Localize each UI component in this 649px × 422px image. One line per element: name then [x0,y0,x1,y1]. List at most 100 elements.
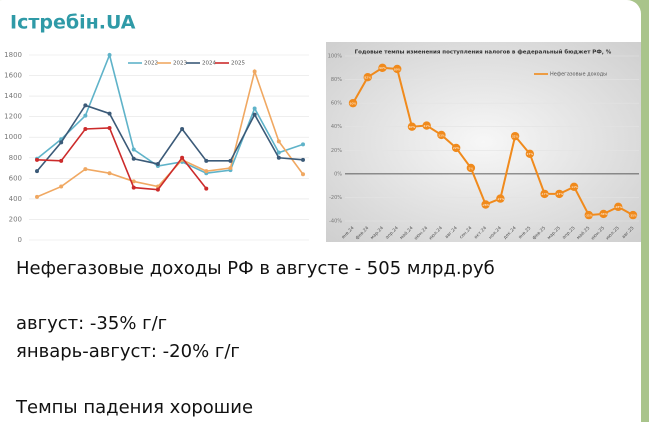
y-tick-label: 0 [18,236,22,244]
y-tick-label: 100% [328,54,343,60]
y-tick-label: 1800 [4,51,22,59]
data-label: 41% [423,124,430,128]
y-tick-label: 40% [331,124,342,130]
data-point [35,169,39,174]
data-point [276,150,281,155]
series-line [352,66,634,217]
y-tick-label: 80% [331,77,342,83]
data-label: 82% [364,76,371,80]
message-text: Нефегазовые доходы РФ в августе - 505 мл… [16,258,495,279]
message-text: Темпы падения хорошие [15,397,253,418]
y-tick-label: 1600 [4,72,22,80]
data-label: -21% [496,197,504,201]
data-label: 22% [453,146,460,150]
data-point [131,179,136,184]
data-point [301,157,305,162]
data-point [252,106,257,111]
data-point [276,139,281,144]
data-point [393,64,402,74]
legend-label: 2022 [144,61,158,67]
data-label: 17% [527,152,534,156]
data-point [540,189,549,199]
data-point [131,147,136,152]
data-label: 33% [438,133,445,137]
data-label: -34% [600,212,608,216]
y-tick-label: 60% [331,101,342,107]
data-point [107,53,112,57]
data-point [35,194,39,199]
data-point [228,158,233,163]
data-label: -35% [629,213,637,217]
data-point [204,158,209,163]
data-point [614,202,623,212]
data-point [107,171,112,176]
data-point [628,210,638,220]
data-point [496,194,505,203]
legend-label: 2025 [231,61,245,67]
data-point [252,69,257,74]
data-label: 40% [409,125,416,129]
data-point [228,166,233,171]
data-point [437,130,446,140]
data-label: -28% [614,205,622,209]
data-point [422,121,431,130]
chart-image-2[interactable] [326,42,641,242]
data-point [252,112,257,117]
data-point [451,143,461,153]
y-tick-label: -20% [329,195,342,201]
data-label: -35% [585,213,593,217]
data-label: -11% [570,185,578,189]
y-tick-label: -40% [329,219,342,225]
data-point [378,63,387,72]
data-point [569,182,579,192]
chart-title: Годовые темпы изменения поступления нало… [355,49,612,56]
y-tick-label: 1400 [4,92,22,100]
data-point [204,169,209,174]
y-tick-label: 1000 [4,133,22,141]
data-point [204,186,209,191]
y-tick-label: 200 [9,215,22,223]
data-point [180,155,185,160]
y-tick-label: 400 [9,195,22,203]
data-point [510,131,520,141]
data-point [83,103,88,108]
data-label: 32% [512,134,519,138]
chart-image-1[interactable] [0,42,318,248]
data-point [466,163,476,173]
message-text: январь-август: -20% г/г [16,341,240,362]
data-point [555,189,564,199]
data-point [599,209,608,219]
data-point [107,125,112,130]
data-point [35,157,39,162]
data-point [584,210,593,220]
message-text: август: -35% г/г [16,313,167,334]
data-point [107,111,112,116]
data-point [155,161,160,166]
y-tick-label: 20% [331,148,342,154]
data-point [481,200,490,209]
y-tick-label: 1200 [4,113,22,121]
data-label: -26% [482,203,490,207]
data-point [83,167,88,172]
data-point [131,185,136,190]
series-line [36,127,207,191]
legend-label: 2024 [202,61,216,67]
y-tick-label: 0% [334,171,342,177]
data-point [363,73,372,82]
data-point [348,98,358,108]
data-point [407,122,417,131]
data-point [525,149,535,159]
data-point [59,140,64,145]
chart-1: 0 200 400 600 800 1000 1200 1400 1600 1800 2022 202… [4,51,309,244]
data-point [83,113,88,118]
data-label: 90% [379,66,386,70]
data-point [83,127,88,131]
data-point [301,172,305,177]
data-point [59,184,64,189]
channel-title[interactable]: Істребін.UA [10,12,136,34]
data-label: -17% [541,192,549,196]
legend-label: Нефегазовые доходы [550,72,607,78]
data-point [131,156,136,161]
data-label: 89% [394,67,401,71]
y-tick-label: 800 [9,154,22,162]
